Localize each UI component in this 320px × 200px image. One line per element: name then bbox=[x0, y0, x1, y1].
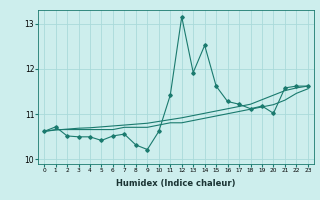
X-axis label: Humidex (Indice chaleur): Humidex (Indice chaleur) bbox=[116, 179, 236, 188]
